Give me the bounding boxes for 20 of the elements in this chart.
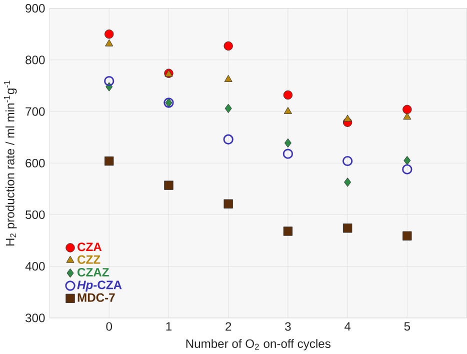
x-tick-label: 5 <box>404 322 410 330</box>
y-tick-label: 900 <box>26 4 45 12</box>
y-tick-label: 300 <box>26 313 45 322</box>
x-tick-label: 0 <box>106 322 112 331</box>
y-tick-label: 800 <box>26 55 45 64</box>
y-tick-label: 600 <box>26 158 45 168</box>
y-axis-title: H$_{2}$ production rate / ml min$^{-1}$g$^{-1}$ <box>4 80 17 246</box>
x-axis-title: Number of O$_{2}$ on-off cycles <box>186 338 330 350</box>
x-tick-label: 4 <box>344 322 351 330</box>
x-tick-label: 2 <box>226 322 232 330</box>
legend-label: MDC-7 <box>78 293 115 302</box>
legend-label: CZAZ <box>78 268 109 276</box>
x-tick-label: 3 <box>285 322 291 331</box>
legend-label: CZZ <box>78 255 100 264</box>
legend-label: Hp-CZA <box>77 280 122 292</box>
y-tick-label: 500 <box>26 210 45 219</box>
y-tick-label: 400 <box>25 262 45 270</box>
y-tick-label: 700 <box>26 107 45 116</box>
x-tick-label: 1 <box>166 322 172 330</box>
legend-label: CZA <box>78 242 102 251</box>
